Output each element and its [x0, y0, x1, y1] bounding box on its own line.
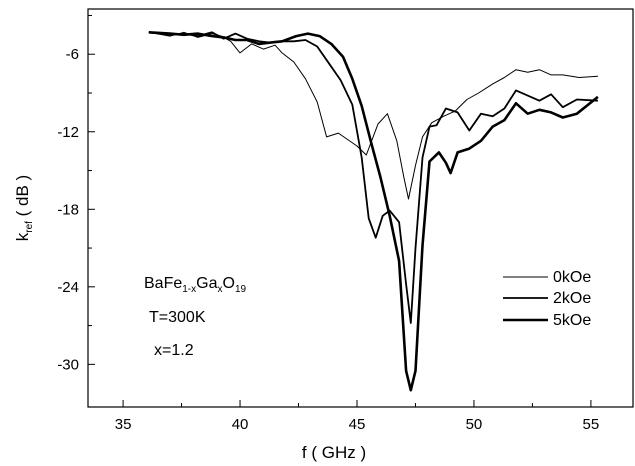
- y-tick-label: -30: [57, 356, 79, 373]
- y-axis-title-sub: ref: [24, 221, 35, 233]
- formula-part: BaFe: [144, 275, 182, 292]
- formula-part: 19: [235, 284, 247, 295]
- x-axis-title: f ( GHz ): [302, 443, 366, 462]
- legend-label-2kOe: 2kOe: [553, 290, 591, 307]
- legend: 0kOe 2kOe 5kOe: [503, 269, 591, 329]
- x-tick-label: 50: [466, 416, 483, 433]
- y-tick-label: -6: [66, 46, 79, 63]
- y-axis-title-rest: ( dB ): [13, 175, 32, 221]
- y-tick-label: -24: [57, 279, 79, 296]
- y-axis-title-main: k: [13, 232, 32, 241]
- annotation-x-value: x=1.2: [154, 342, 194, 359]
- annotation-formula: BaFe1-xGaxO19: [144, 275, 247, 295]
- y-tick-label: -12: [57, 124, 79, 141]
- annotation: BaFe1-xGaxO19 T=300K x=1.2: [144, 275, 247, 359]
- formula-part: O: [223, 275, 235, 292]
- annotation-temperature: T=300K: [149, 309, 206, 326]
- x-tick-label: 45: [349, 416, 366, 433]
- x-tick-label: 40: [232, 416, 249, 433]
- formula-part: x: [218, 284, 223, 295]
- y-axis-title: kref ( dB ): [13, 175, 35, 241]
- plot-frame: [87, 8, 634, 408]
- series-line-2kOe: [148, 31, 598, 324]
- legend-label-5kOe: 5kOe: [553, 312, 591, 329]
- x-tick-label: 55: [583, 416, 600, 433]
- axis-ticks: [88, 14, 592, 407]
- formula-part: Ga: [196, 275, 217, 292]
- legend-label-0kOe: 0kOe: [553, 269, 591, 286]
- x-tick-label: 35: [115, 416, 132, 433]
- series-line-0kOe: [148, 31, 598, 200]
- y-tick-label: -18: [57, 201, 79, 218]
- series-line-5kOe: [148, 31, 599, 392]
- formula-part: 1-x: [182, 284, 196, 295]
- series-layer: [148, 31, 599, 392]
